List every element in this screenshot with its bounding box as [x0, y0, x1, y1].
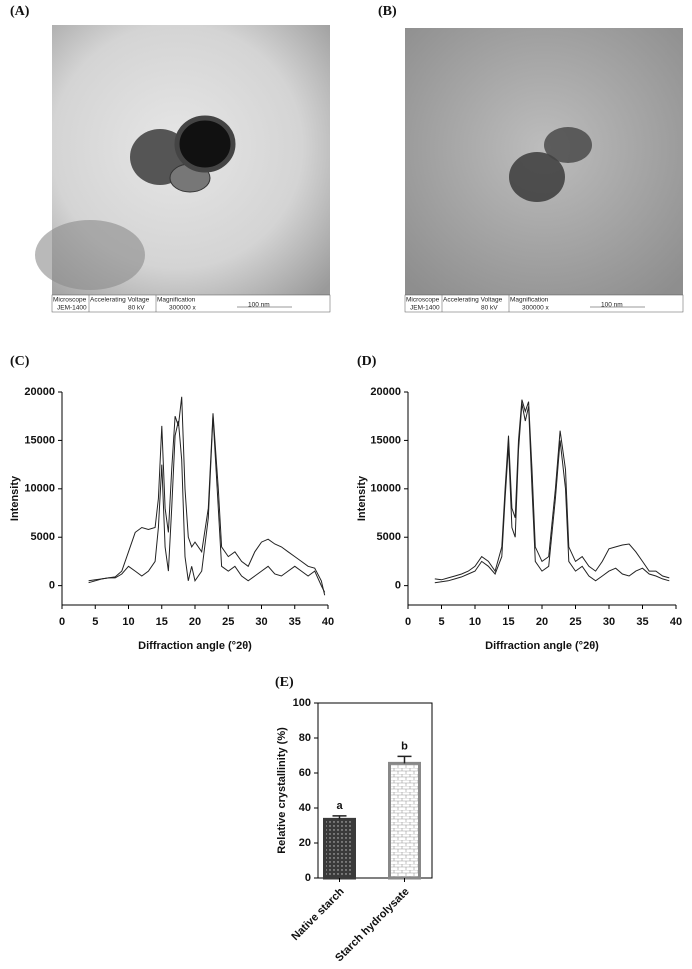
info-strip — [404, 294, 684, 313]
y-tick-label: 0 — [305, 872, 311, 884]
y-axis-label: Intensity — [9, 475, 21, 521]
significance-letter: b — [401, 740, 408, 752]
panel-label: (D) — [357, 354, 377, 369]
info-header: Magnification — [510, 297, 549, 304]
x-axis-label: Diffraction angle (°2θ) — [485, 640, 599, 652]
info-value: 80 kV — [481, 305, 498, 312]
y-tick-label: 80 — [299, 732, 311, 744]
x-tick-label: 0 — [59, 616, 65, 628]
info-header: Microscope — [406, 297, 440, 304]
panel-label: (A) — [10, 4, 30, 19]
x-axis-label: Diffraction angle (°2θ) — [138, 640, 252, 652]
y-tick-label: 5000 — [377, 531, 401, 543]
scale-label: 100 nm — [248, 302, 270, 309]
info-value: 80 kV — [128, 305, 145, 312]
y-tick-label: 10000 — [24, 483, 55, 495]
tem-image-a — [35, 25, 330, 295]
panel-label: (C) — [10, 354, 30, 369]
x-tick-label: 5 — [92, 616, 98, 628]
info-strip — [51, 294, 331, 313]
xrd-line — [434, 399, 670, 581]
scale-label: 100 nm — [601, 302, 623, 309]
xrd-line — [88, 416, 326, 593]
panel-label: (B) — [378, 4, 397, 19]
info-value: JEM-1400 — [410, 305, 440, 312]
info-header: Magnification — [157, 297, 196, 304]
y-tick-label: 15000 — [24, 434, 55, 446]
y-tick-label: 0 — [395, 580, 401, 592]
y-tick-label: 0 — [49, 580, 55, 592]
y-tick-label: 15000 — [370, 434, 401, 446]
y-axis-label: Relative crystallinity (%) — [276, 727, 288, 854]
x-tick-label: 40 — [670, 616, 682, 628]
x-tick-label: 5 — [438, 616, 444, 628]
x-tick-label: 20 — [189, 616, 201, 628]
x-tick-label: 15 — [156, 616, 168, 628]
bar — [323, 817, 356, 880]
xrd-line — [434, 403, 670, 584]
info-value: JEM-1400 — [57, 305, 87, 312]
info-header: Microscope — [53, 297, 87, 304]
y-tick-label: 5000 — [31, 531, 55, 543]
x-tick-label: 30 — [255, 616, 267, 628]
x-tick-label: Starch hydrolysate — [333, 886, 412, 965]
xrd-line — [88, 396, 326, 596]
x-tick-label: Native starch — [289, 885, 347, 943]
error-bar — [332, 815, 347, 820]
y-tick-label: 20 — [299, 837, 311, 849]
y-tick-label: 100 — [293, 697, 311, 709]
y-tick-label: 60 — [299, 767, 311, 779]
significance-letter: a — [336, 800, 343, 812]
x-tick-label: 10 — [122, 616, 134, 628]
x-tick-label: 10 — [469, 616, 481, 628]
info-header: Accelerating Voltage — [90, 297, 150, 304]
bar — [388, 761, 421, 880]
y-tick-label: 40 — [299, 802, 311, 814]
info-header: Accelerating Voltage — [443, 297, 503, 304]
y-tick-label: 10000 — [370, 483, 401, 495]
x-tick-label: 0 — [405, 616, 411, 628]
y-axis-label: Intensity — [356, 475, 368, 521]
x-tick-label: 35 — [289, 616, 301, 628]
error-bar — [397, 755, 412, 764]
panel-label: (E) — [275, 675, 294, 690]
y-tick-label: 20000 — [370, 386, 401, 398]
x-tick-label: 20 — [536, 616, 548, 628]
x-tick-label: 25 — [222, 616, 234, 628]
x-tick-label: 15 — [502, 616, 514, 628]
x-tick-label: 25 — [569, 616, 581, 628]
x-tick-label: 35 — [636, 616, 648, 628]
plot-frame — [317, 702, 433, 879]
x-tick-label: 30 — [603, 616, 615, 628]
info-value: 300000 x — [522, 305, 549, 312]
x-tick-label: 40 — [322, 616, 334, 628]
info-value: 300000 x — [169, 305, 196, 312]
tem-image-b — [405, 28, 683, 295]
y-tick-label: 20000 — [24, 386, 55, 398]
